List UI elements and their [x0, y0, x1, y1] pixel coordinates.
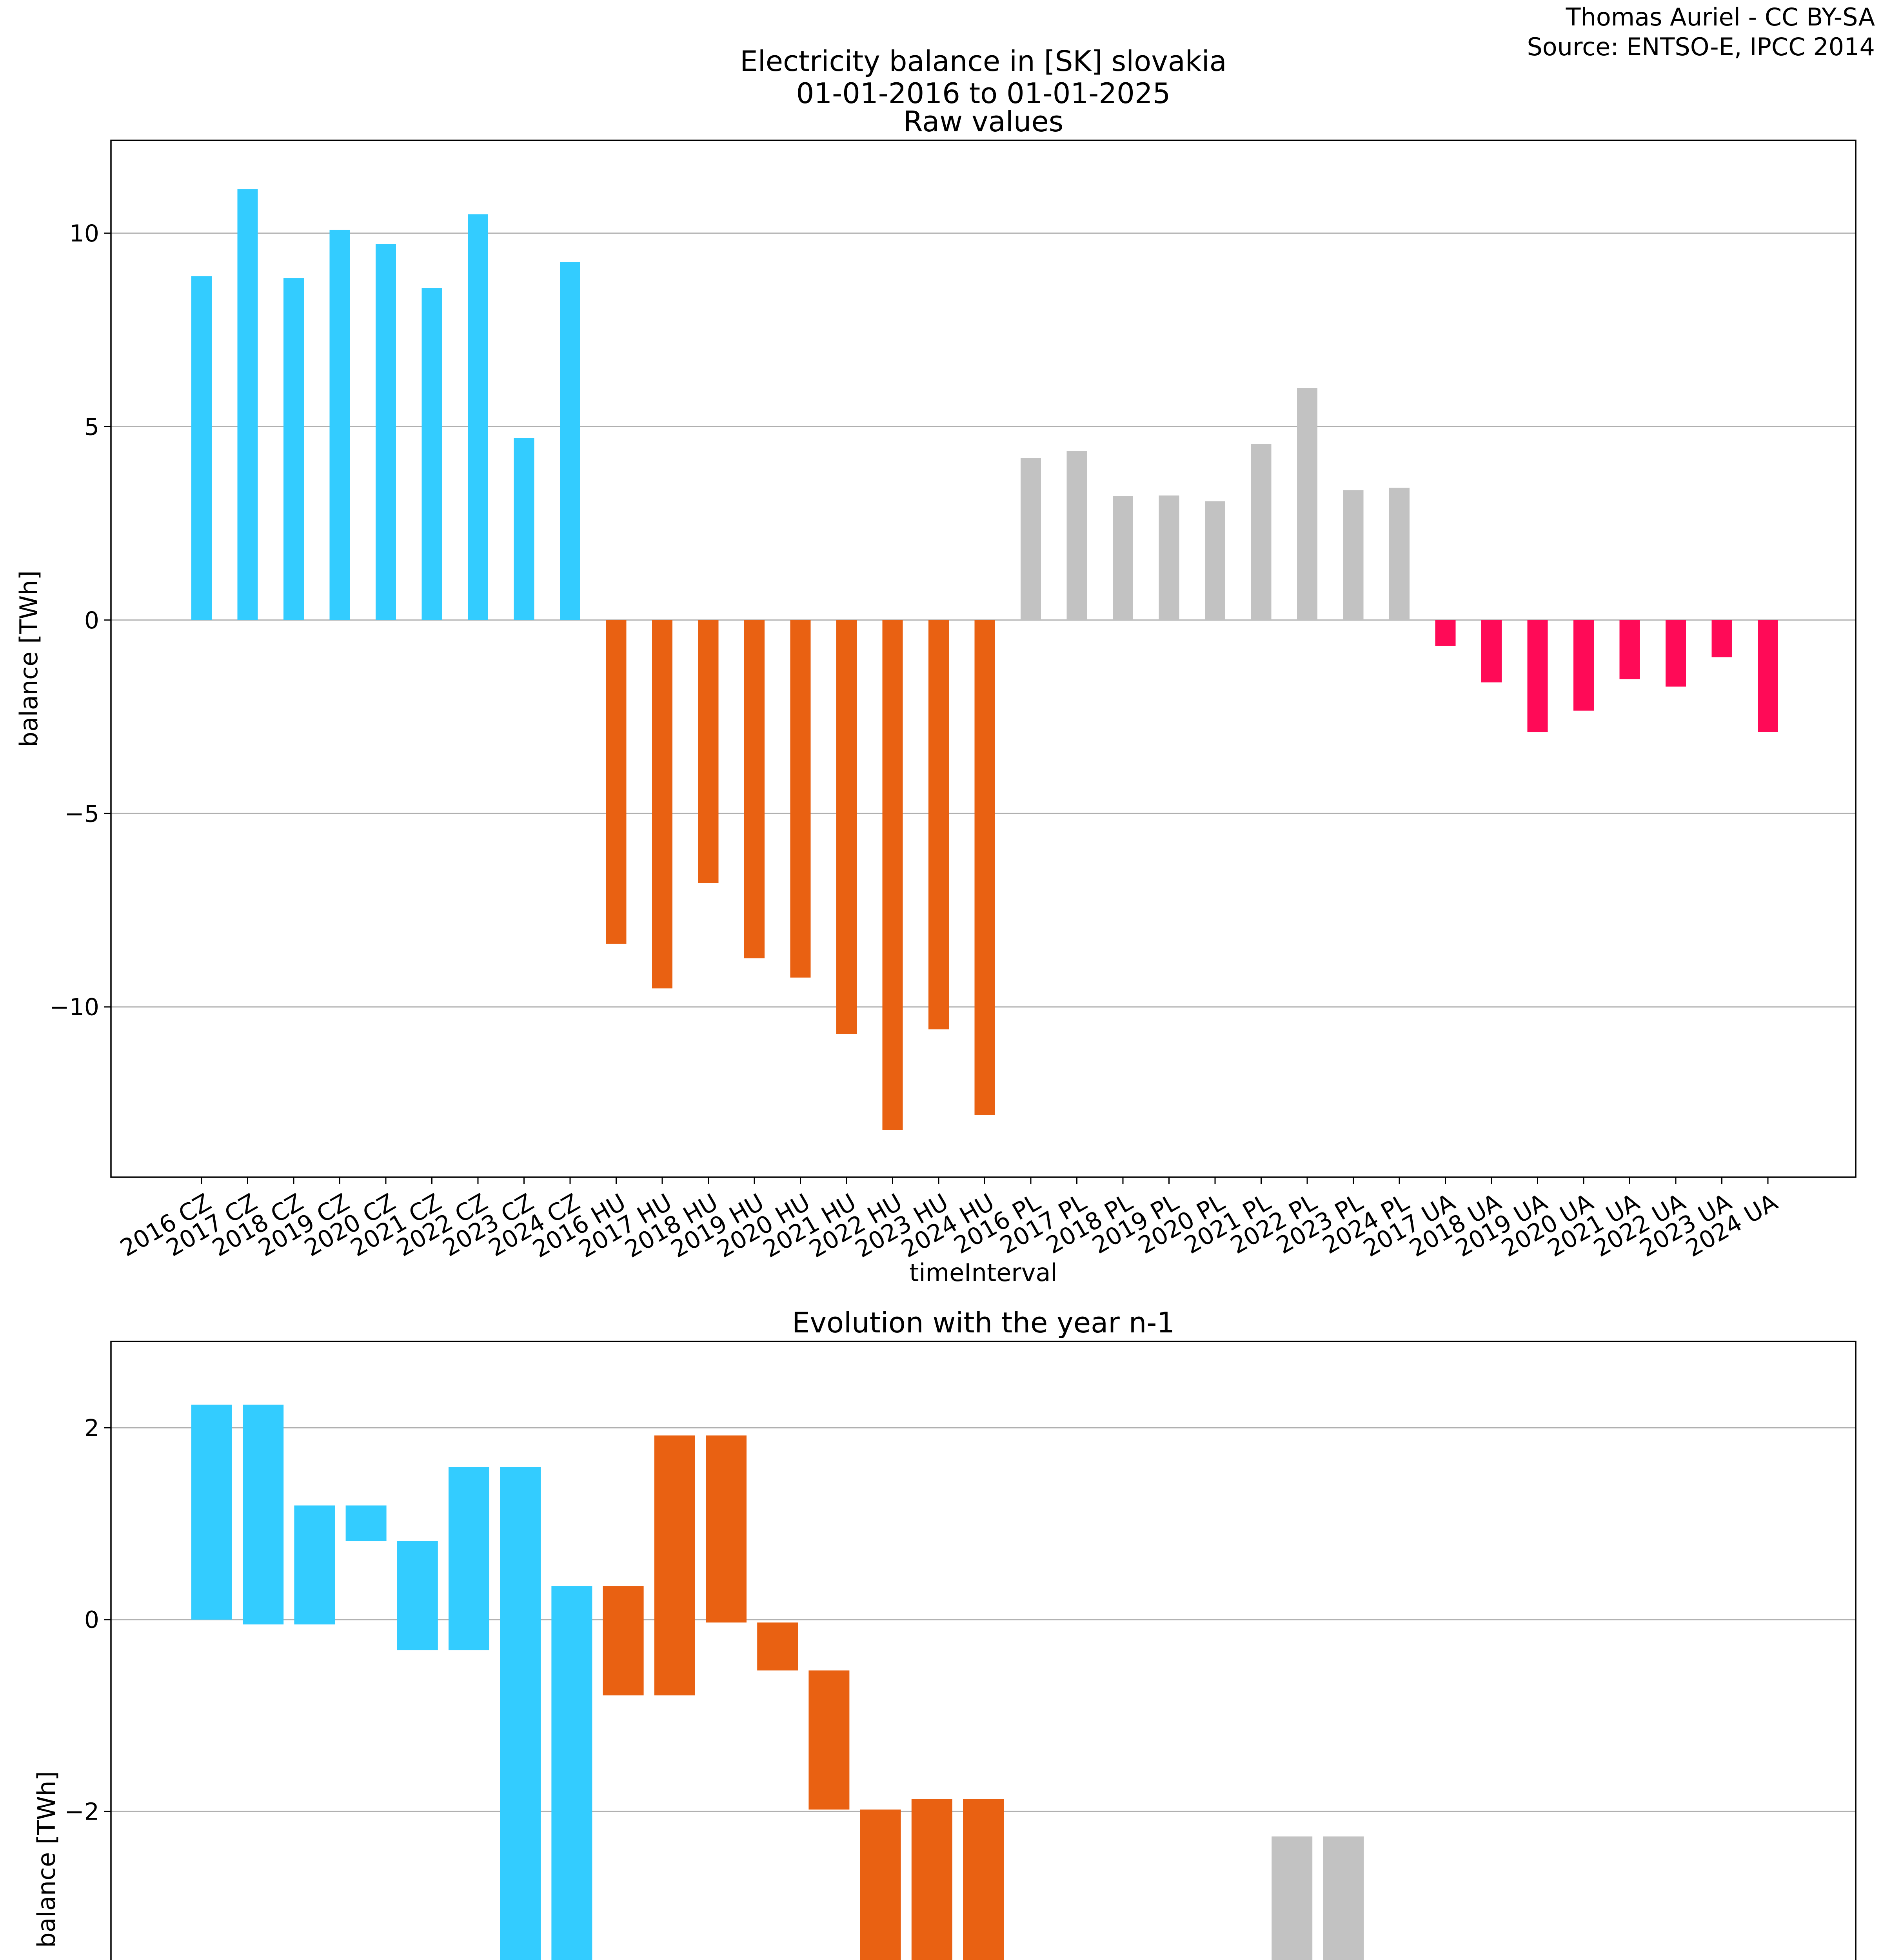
- bar-2017-cz: [237, 189, 258, 620]
- bar-2024-hu: [974, 620, 995, 1115]
- y-tick-label: 2: [84, 1414, 99, 1442]
- bar-2020-hu: [757, 1622, 798, 1671]
- chart2-title: Evolution with the year n-1: [792, 1306, 1175, 1339]
- bar-2024-pl: [1389, 488, 1410, 620]
- bar-2021-cz: [421, 288, 442, 620]
- y-tick-label: 5: [84, 413, 99, 441]
- bar-2021-hu: [808, 1670, 850, 1810]
- bar-2022-cz: [449, 1467, 489, 1651]
- bar-2023-cz: [514, 438, 534, 620]
- y-axis-label: balance [TWh]: [15, 570, 43, 747]
- y-tick-label: 0: [84, 607, 99, 634]
- bar-2020-ua: [1573, 620, 1594, 711]
- bar-2023-pl: [1343, 490, 1364, 620]
- bar-2019-hu: [706, 1435, 747, 1623]
- bar-2024-cz: [551, 1586, 592, 1960]
- bar-2024-hu: [963, 1799, 1004, 1960]
- bar-2016-hu: [606, 620, 627, 944]
- x-axis-label: timeInterval: [909, 1258, 1057, 1287]
- bar-2019-ua: [1527, 620, 1548, 733]
- bar-2019-hu: [744, 620, 765, 958]
- chart1-title-line3: Raw values: [903, 105, 1064, 138]
- bar-2020-hu: [790, 620, 811, 978]
- bar-2022-ua: [1666, 620, 1686, 687]
- bar-2018-cz: [283, 278, 304, 620]
- bar-2017-pl: [1066, 451, 1087, 620]
- bar-2018-ua: [1481, 620, 1502, 682]
- bar-2021-hu: [836, 620, 857, 1034]
- bar-2021-ua: [1619, 620, 1640, 679]
- bar-2016-pl: [1021, 458, 1041, 620]
- axes-frame: [110, 140, 1857, 1178]
- bar-2020-cz: [345, 1505, 387, 1541]
- bar-2021-cz: [397, 1541, 438, 1651]
- bar-2020-pl: [1205, 501, 1225, 620]
- bar-2024-ua: [1758, 620, 1778, 732]
- bar-2017-hu: [652, 620, 672, 989]
- bar-2023-hu: [911, 1799, 952, 1960]
- y-tick-label: −5: [65, 800, 99, 828]
- bar-2023-hu: [928, 620, 949, 1029]
- bar-2019-cz: [329, 229, 350, 620]
- bar-2018-pl: [1113, 495, 1133, 620]
- author-credit: Thomas Auriel - CC BY-SA: [1566, 3, 1875, 31]
- y-axis-label: balance [TWh]: [32, 1771, 61, 1948]
- bar-2016-cz: [191, 276, 212, 620]
- bar-2022-hu: [882, 620, 903, 1130]
- bar-2019-cz: [294, 1505, 335, 1624]
- y-tick-label: 0: [84, 1606, 99, 1634]
- bar-2023-ua: [1711, 620, 1732, 657]
- bar-2018-hu: [698, 620, 719, 883]
- y-tick-label: 10: [69, 220, 99, 247]
- bar-2017-cz: [191, 1405, 232, 1620]
- bar-2022-hu: [860, 1809, 901, 1960]
- y-tick-label: −10: [49, 994, 99, 1021]
- chart1-title-line2: 01-01-2016 to 01-01-2025: [796, 77, 1171, 110]
- bar-2023-pl: [1323, 1836, 1364, 1960]
- bar-2022-cz: [468, 214, 488, 620]
- bar-2020-cz: [376, 244, 396, 620]
- bar-2017-hu: [603, 1586, 644, 1696]
- source-credit: Source: ENTSO-E, IPCC 2014: [1527, 33, 1875, 61]
- bar-2017-ua: [1435, 620, 1456, 646]
- bar-2018-cz: [243, 1405, 284, 1624]
- chart1-title-line1: Electricity balance in [SK] slovakia: [740, 45, 1227, 78]
- bar-2024-cz: [560, 262, 580, 620]
- bar-2022-pl: [1297, 388, 1317, 620]
- bar-2018-hu: [654, 1435, 695, 1696]
- bar-2023-cz: [500, 1467, 541, 1960]
- bar-2022-pl: [1272, 1836, 1313, 1960]
- bar-2019-pl: [1159, 495, 1179, 620]
- y-tick-label: −2: [65, 1798, 99, 1826]
- bar-2021-pl: [1251, 444, 1272, 620]
- axes-frame: [110, 1341, 1857, 1960]
